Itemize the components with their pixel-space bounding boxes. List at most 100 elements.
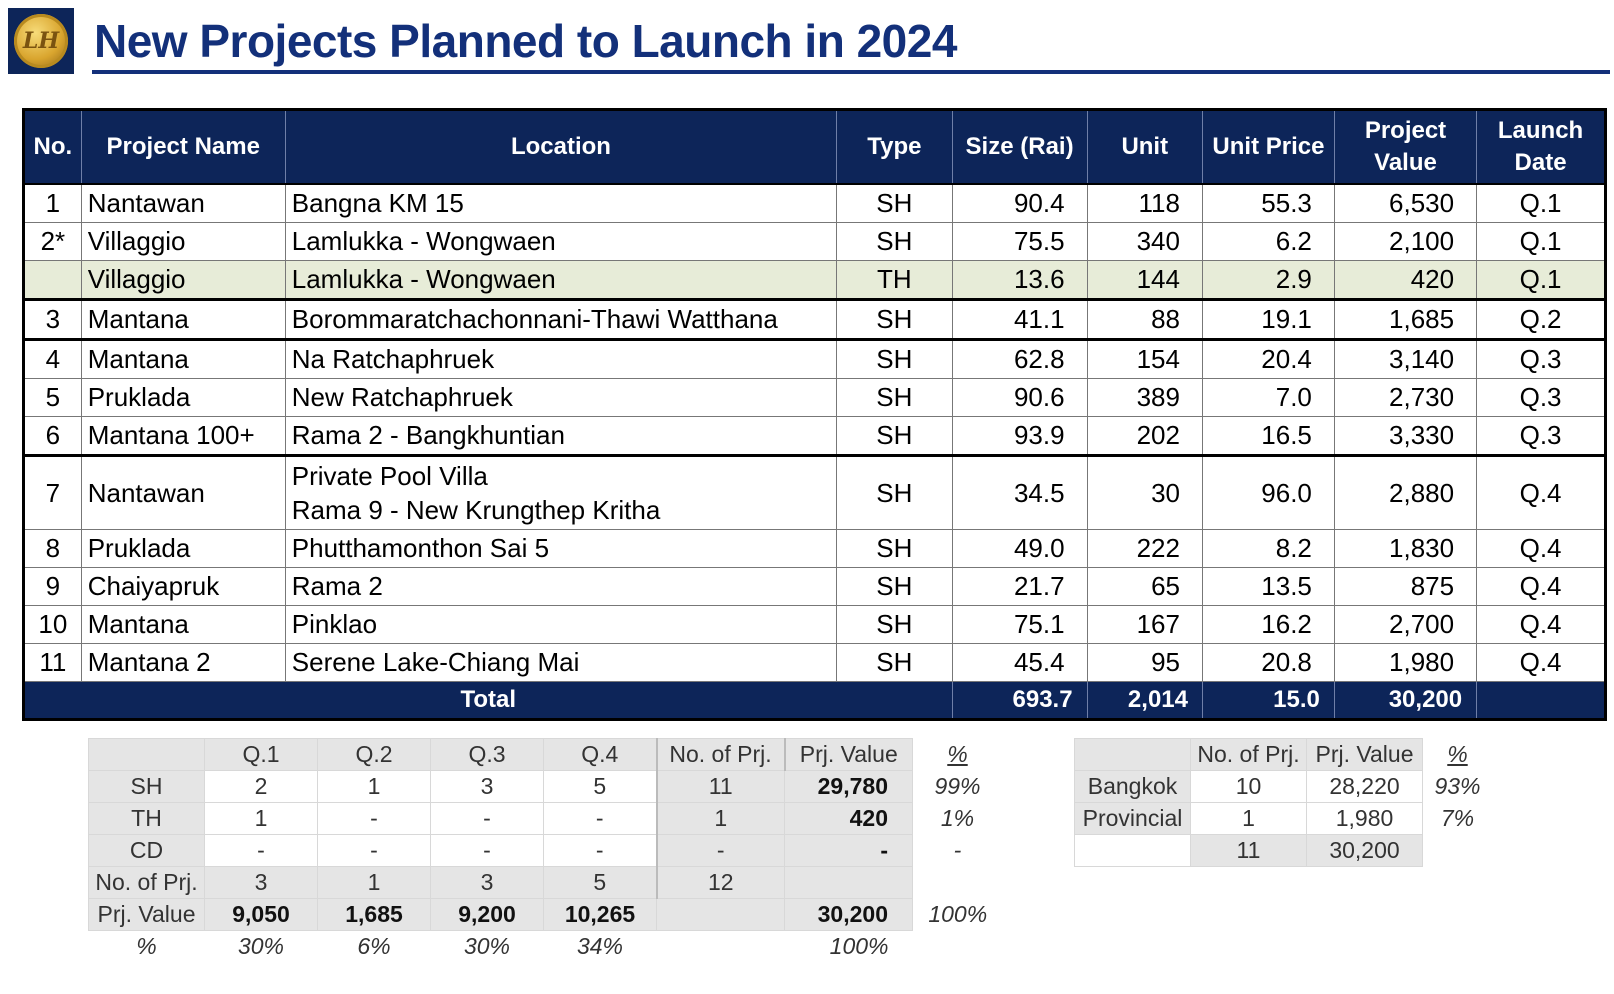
company-logo: LH xyxy=(8,8,74,74)
cell-loc: Rama 2 xyxy=(284,567,838,606)
col-unit: Unit xyxy=(1086,108,1203,185)
cell-value: 420 xyxy=(1333,260,1478,300)
quarter-pct-row: % 30% 6% 30% 34% 100% xyxy=(89,931,1003,963)
pct-total: 100% xyxy=(829,933,889,959)
cell-no xyxy=(23,260,82,300)
quarter-cell: - xyxy=(543,802,657,835)
cell-name: Nantawan xyxy=(80,183,286,223)
total-unit: 2,014 xyxy=(1086,681,1203,720)
cell-date: Q.2 xyxy=(1476,298,1606,340)
count-pct-empty xyxy=(913,867,1003,899)
cell-unit: 95 xyxy=(1086,643,1203,682)
cell-date: Q.4 xyxy=(1476,454,1606,530)
cell-loc: Pinklao xyxy=(284,605,838,644)
quarter-cell: 5 xyxy=(543,770,657,803)
cell-loc: New Ratchaphruek xyxy=(284,378,838,417)
quarter-cell: 3 xyxy=(430,770,544,803)
cell-loc: Serene Lake-Chiang Mai xyxy=(284,643,838,682)
quarter-type-row: TH 1- - -1 420 1% xyxy=(88,802,1003,835)
percent-cell: - xyxy=(953,837,962,863)
project-row: 6 Mantana 100+ Rama 2 - Bangkhuntian SH 93.9… xyxy=(23,416,1606,456)
cell-value: 2,700 xyxy=(1333,605,1478,644)
cell-name: Chaiyapruk xyxy=(80,567,286,606)
total-row: Total 693.7 2,014 15.0 30,200 xyxy=(23,681,1606,720)
project-row: 1 Nantawan Bangna KM 15 SH 90.4 118 55.3 6,530 Q… xyxy=(23,183,1606,223)
projects-table: No. Project Name Location Type Size (Rai… xyxy=(22,108,1607,721)
cell-unit: 88 xyxy=(1086,298,1203,340)
cell-price: 6.2 xyxy=(1201,222,1335,261)
project-row: 4 Mantana Na Ratchaphruek SH 62.8 154 20.4 3,14… xyxy=(23,338,1606,379)
cell-no: 2* xyxy=(23,222,82,261)
cell-name: Pruklada xyxy=(80,378,286,417)
quarter-type-row: CD - - - - - - - xyxy=(88,834,1003,867)
cell-unit: 389 xyxy=(1086,378,1203,417)
cell-unit: 202 xyxy=(1086,416,1203,456)
region-row: Provincial 1 1,980 7% xyxy=(1074,802,1493,835)
project-row: 8 Pruklada Phutthamonthon Sai 5 SH 49.0 222 8.… xyxy=(23,529,1606,568)
cell-unit: 222 xyxy=(1086,529,1203,568)
cell-loc: Private Pool Villa Rama 9 - New Krungthep… xyxy=(284,454,838,530)
region-percent-header: % xyxy=(1447,741,1468,767)
cell-no: 8 xyxy=(23,529,82,568)
cell-name: Pruklada xyxy=(80,529,286,568)
cell-date: Q.4 xyxy=(1476,529,1606,568)
cell-loc-line2: Rama 9 - New Krungthep Kritha xyxy=(291,495,661,525)
total-date-empty xyxy=(1476,681,1606,720)
cell-loc: Borommaratchachonnani-Thawi Watthana xyxy=(284,298,838,340)
total-price: 15.0 xyxy=(1201,681,1335,720)
cell-date: Q.1 xyxy=(1476,260,1606,300)
value-empty xyxy=(656,898,785,931)
quarter-count-row: No. of Prj. 3 1 3 5 12 xyxy=(88,866,1003,899)
pct-q-cell: 34% xyxy=(576,933,624,959)
cell-date: Q.1 xyxy=(1476,222,1606,261)
cell-value: 1,980 xyxy=(1333,643,1478,682)
project-row: 9 Chaiyapruk Rama 2 SH 21.7 65 13.5 875 Q.4 xyxy=(23,567,1606,606)
count-q-cell: 3 xyxy=(430,866,544,899)
cell-type: SH xyxy=(836,183,953,223)
cell-unit: 340 xyxy=(1086,222,1203,261)
cell-unit: 154 xyxy=(1086,338,1203,379)
value-cell: 29,780 xyxy=(784,770,913,803)
total-label: Total xyxy=(23,681,953,720)
quarter-cell: 1 xyxy=(317,770,431,803)
cell-price: 16.5 xyxy=(1201,416,1335,456)
cell-no: 10 xyxy=(23,605,82,644)
total-value: 30,200 xyxy=(1333,681,1478,720)
cell-size: 21.7 xyxy=(951,567,1088,606)
project-row: 3 Mantana Borommaratchachonnani-Thawi Watt… xyxy=(23,298,1606,340)
cell-no: 5 xyxy=(23,378,82,417)
cell-unit: 118 xyxy=(1086,183,1203,223)
value-label: Prj. Value xyxy=(88,898,205,931)
cell-price: 55.3 xyxy=(1201,183,1335,223)
quarter-cell: - xyxy=(204,834,318,867)
logo-coin-icon: LH xyxy=(14,14,68,68)
value-total: 30,200 xyxy=(784,898,913,931)
cell-no: 1 xyxy=(23,183,82,223)
pct-q-cell: 6% xyxy=(357,933,391,959)
cell-type: SH xyxy=(836,338,953,379)
cell-size: 90.4 xyxy=(951,183,1088,223)
quarter-cell: 2 xyxy=(204,770,318,803)
cell-date: Q.1 xyxy=(1476,183,1606,223)
quarter-cell: - xyxy=(430,802,544,835)
cell-date: Q.4 xyxy=(1476,643,1606,682)
region-header-cell: No. of Prj. xyxy=(1190,738,1307,771)
region-count: 1 xyxy=(1190,802,1307,835)
cell-price: 96.0 xyxy=(1201,454,1335,530)
cell-name: Mantana xyxy=(80,605,286,644)
cell-type: SH xyxy=(836,529,953,568)
quarter-header-cell: Q.4 xyxy=(543,738,657,771)
quarter-header-cell: Q.3 xyxy=(430,738,544,771)
cell-size: 93.9 xyxy=(951,416,1088,456)
cell-price: 2.9 xyxy=(1201,260,1335,300)
cell-type: SH xyxy=(836,567,953,606)
region-percent: 93% xyxy=(1434,773,1481,799)
region-label: Provincial xyxy=(1074,802,1191,835)
cell-type: TH xyxy=(836,260,953,300)
col-size: Size (Rai) xyxy=(951,108,1088,185)
cell-name: Mantana xyxy=(80,338,286,379)
cell-name: Mantana 2 xyxy=(80,643,286,682)
region-row: Bangkok 10 28,220 93% xyxy=(1074,770,1493,803)
count-q-cell: 1 xyxy=(317,866,431,899)
cell-price: 7.0 xyxy=(1201,378,1335,417)
